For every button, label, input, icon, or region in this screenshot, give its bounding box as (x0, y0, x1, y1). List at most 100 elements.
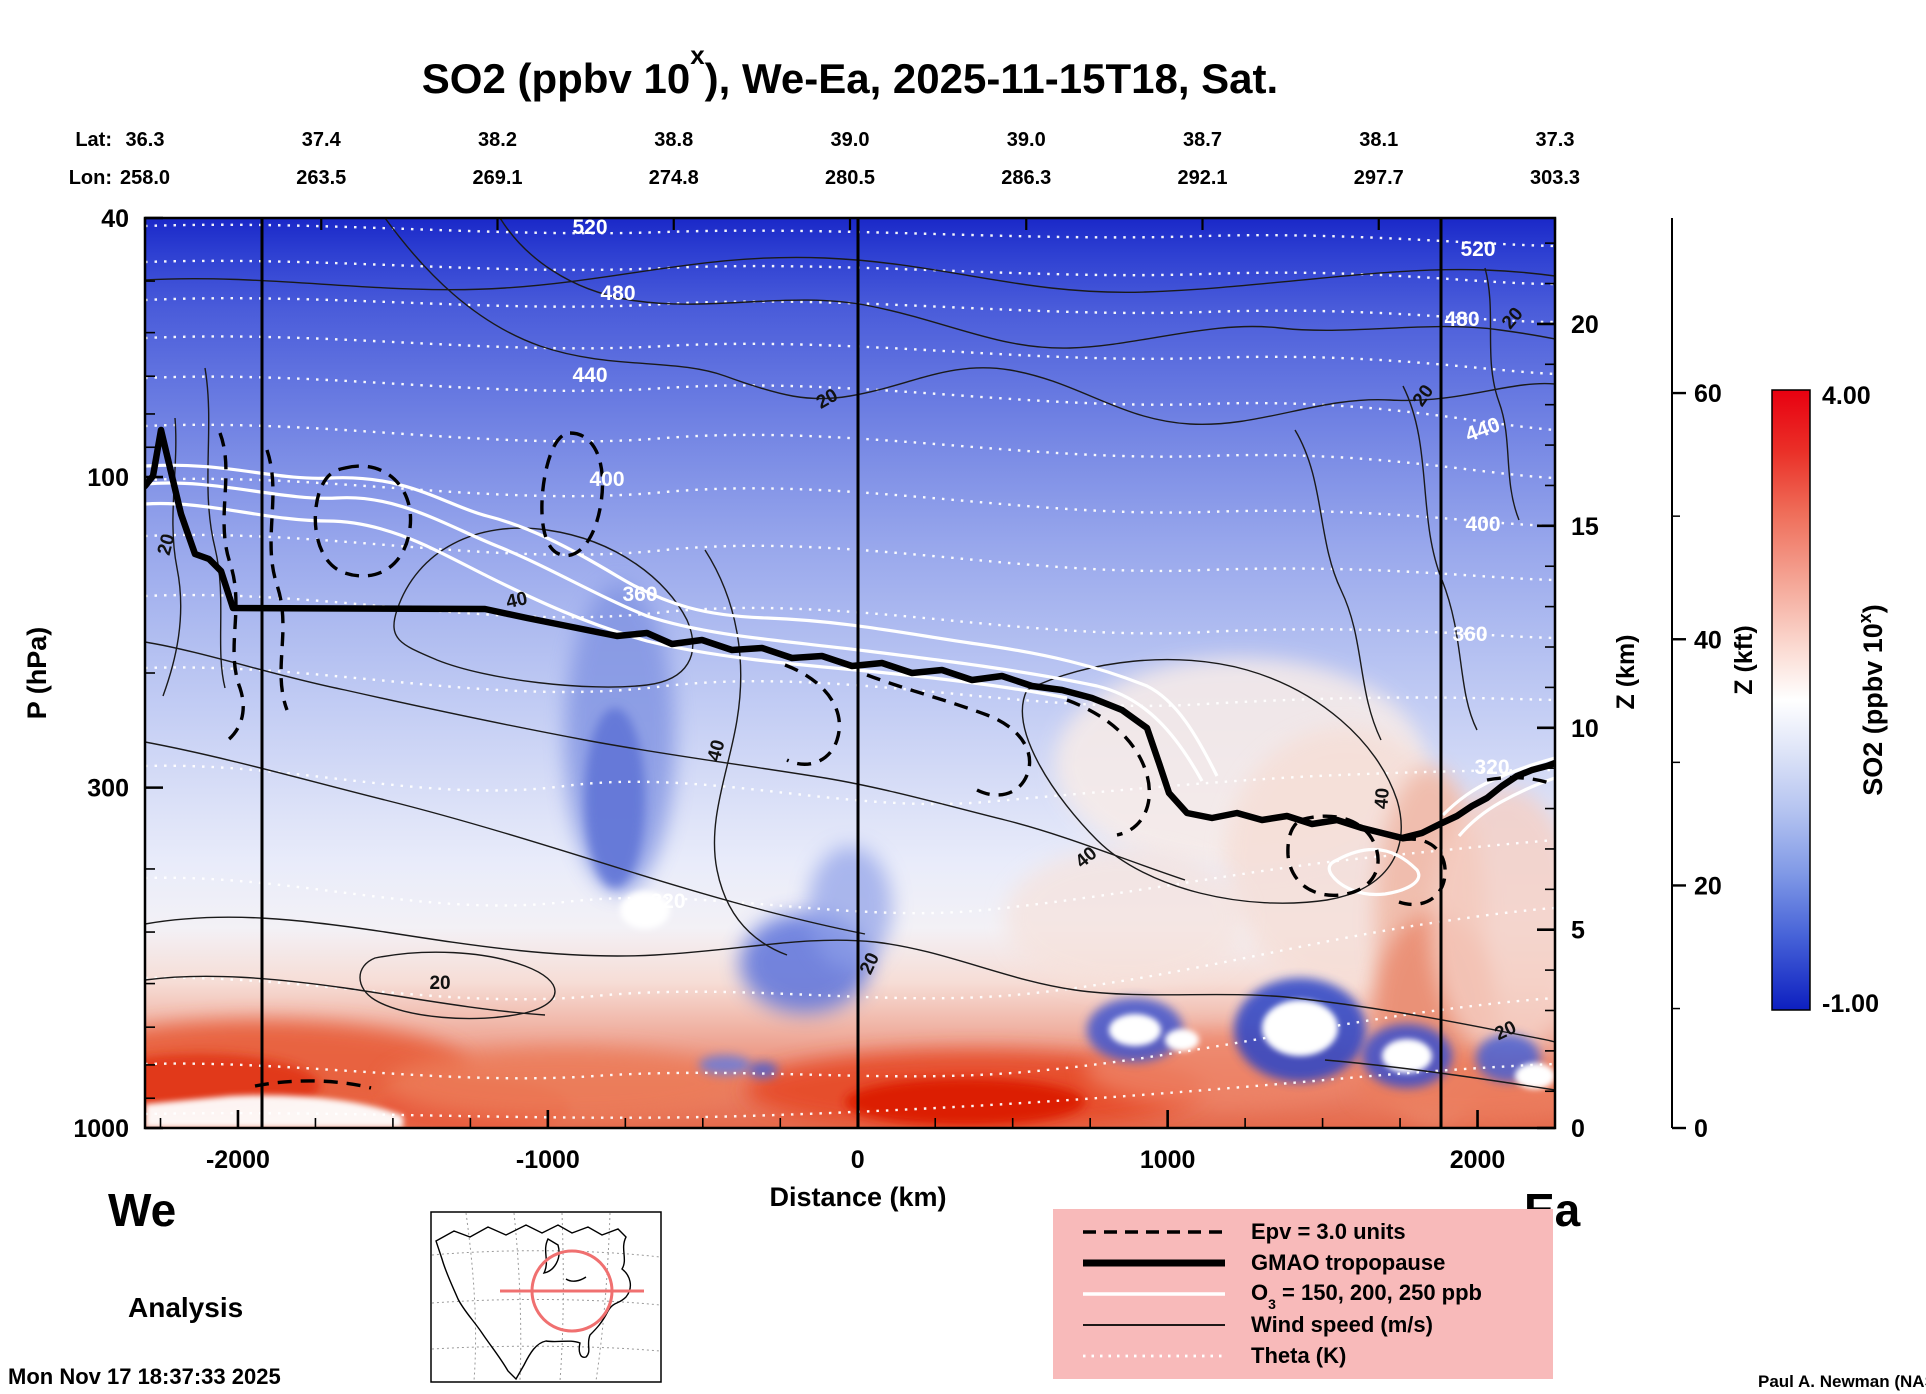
contour-label: 520 (1460, 238, 1495, 261)
contour-label: 320 (1474, 756, 1509, 779)
plot-field (143, 216, 1557, 1130)
legend-label-epv: Epv = 3.0 units (1251, 1219, 1406, 1244)
wind-line-sample (1083, 1324, 1225, 1326)
colorbar-label-superscript: x (1855, 613, 1875, 623)
section-location-marker (500, 1249, 644, 1333)
lat-value: 36.3 (126, 129, 165, 151)
legend-row-epv: Epv = 3.0 units (1079, 1217, 1553, 1248)
colorbar-min-label: -1.00 (1822, 990, 1879, 1018)
ozone-line-sample (1083, 1292, 1225, 1296)
lat-caption: Lat: (75, 129, 112, 151)
lon-caption: Lon: (69, 167, 112, 189)
contour-label: 20 (429, 973, 450, 994)
analysis-label: Analysis (128, 1292, 244, 1323)
lon-value: 258.0 (120, 167, 170, 189)
lon-value: 269.1 (472, 167, 522, 189)
pressure-tick-label: 1000 (73, 1115, 129, 1143)
lat-value: 39.0 (1007, 129, 1046, 151)
lon-value: 303.3 (1530, 167, 1580, 189)
legend-row-wind: Wind speed (m/s) (1079, 1310, 1553, 1341)
zkft-tick-label: 40 (1694, 626, 1722, 654)
contour-label: 400 (589, 468, 624, 491)
ozone-levels: = 150, 200, 250 ppb (1275, 1279, 1482, 1305)
colorbar-gradient (1771, 389, 1811, 1011)
lat-value: 38.1 (1359, 129, 1398, 151)
zkm-tick-label: 15 (1571, 513, 1599, 541)
zkm-tick-label: 0 (1571, 1115, 1585, 1143)
title-suffix: ), We-Ea, 2025-11-15T18, Sat. (704, 55, 1279, 102)
pressure-tick-label: 40 (101, 205, 129, 233)
map-inset (430, 1211, 662, 1383)
title-prefix: SO2 (ppbv 10 (421, 55, 691, 102)
contour-label: 440 (572, 364, 607, 387)
pressure-axis-label: P (hPa) (22, 627, 52, 720)
legend-row-tropopause: GMAO tropopause (1079, 1248, 1553, 1279)
tropopause-line-sample (1083, 1259, 1225, 1267)
contour-label: 480 (1444, 308, 1479, 331)
distance-axis-label: Distance (km) (769, 1182, 946, 1212)
plot-title: SO2 (ppbv 10x), We-Ea, 2025-11-15T18, Sa… (145, 40, 1555, 103)
zkm-axis-label: Z (km) (1612, 635, 1640, 710)
lat-value: 37.4 (302, 129, 342, 151)
lon-value: 286.3 (1001, 167, 1051, 189)
lon-value: 297.7 (1354, 167, 1404, 189)
theta-line-sample (1083, 1354, 1225, 1358)
saturated-white-patches (145, 891, 1555, 1128)
lat-value: 38.7 (1183, 129, 1222, 151)
distance-tick-label: 2000 (1450, 1146, 1506, 1174)
legend: Epv = 3.0 units GMAO tropopause O3 = 150… (1053, 1209, 1553, 1379)
contour-label: 320 (650, 890, 685, 913)
tropopause-line (145, 426, 1555, 842)
creation-timestamp: Mon Nov 17 18:37:33 2025 (8, 1364, 281, 1389)
lat-value: 37.3 (1536, 129, 1575, 151)
contour-label: 360 (1452, 623, 1487, 646)
legend-label-wind: Wind speed (m/s) (1251, 1312, 1433, 1337)
theta-contours (145, 223, 1555, 1119)
lon-value: 292.1 (1177, 167, 1227, 189)
lon-value: 274.8 (649, 167, 699, 189)
lat-value: 39.0 (831, 129, 870, 151)
ozone-symbol: O (1251, 1279, 1269, 1305)
pressure-tick-label: 100 (87, 464, 129, 492)
lon-value: 280.5 (825, 167, 875, 189)
zkm-tick-label: 10 (1571, 715, 1599, 743)
map-graticule (431, 1212, 661, 1382)
colorbar-label-prefix: SO2 (ppbv 10 (1858, 623, 1888, 796)
zkft-axis-label: Z (kft) (1730, 625, 1758, 694)
legend-label-tropopause: GMAO tropopause (1251, 1250, 1446, 1275)
west-end-label: We (108, 1184, 177, 1236)
section-boundary-lines (260, 218, 1443, 1128)
zkft-tick-label: 20 (1694, 872, 1722, 900)
ozone-subscript: 3 (1268, 1296, 1276, 1313)
epv-line-sample (1083, 1230, 1225, 1234)
contour-label: 40 (1371, 787, 1394, 810)
colorbar: 4.00 -1.00 SO2 (ppbv 10x) (1771, 382, 1888, 1018)
contour-label: 360 (622, 583, 657, 606)
distance-tick-label: -2000 (206, 1146, 270, 1174)
pressure-tick-label: 300 (87, 775, 129, 803)
colorbar-max-label: 4.00 (1822, 382, 1871, 410)
lon-value: 263.5 (296, 167, 346, 189)
legend-row-theta: Theta (K) (1079, 1341, 1553, 1372)
legend-label-ozone: O3 = 150, 200, 250 ppb (1251, 1279, 1482, 1312)
zkft-tick-label: 60 (1694, 380, 1722, 408)
ozone-contours (145, 463, 1555, 897)
credit-attribution: Paul A. Newman (NASA (1758, 1372, 1926, 1391)
zkm-tick-label: 5 (1571, 917, 1585, 945)
contour-label: 520 (572, 216, 607, 239)
contour-label: 40 (504, 588, 529, 613)
distance-tick-label: -1000 (516, 1146, 580, 1174)
contour-label: 400 (1465, 513, 1500, 536)
zkm-tick-label: 20 (1571, 311, 1599, 339)
distance-tick-label: 1000 (1140, 1146, 1196, 1174)
title-superscript: x (690, 40, 705, 70)
lat-value: 38.2 (478, 129, 517, 151)
contour-label: 480 (600, 282, 635, 305)
colorbar-axis-label: SO2 (ppbv 10x) (1855, 604, 1888, 796)
zkft-tick-label: 0 (1694, 1115, 1708, 1143)
legend-label-theta: Theta (K) (1251, 1343, 1347, 1368)
distance-tick-label: 0 (851, 1146, 865, 1174)
